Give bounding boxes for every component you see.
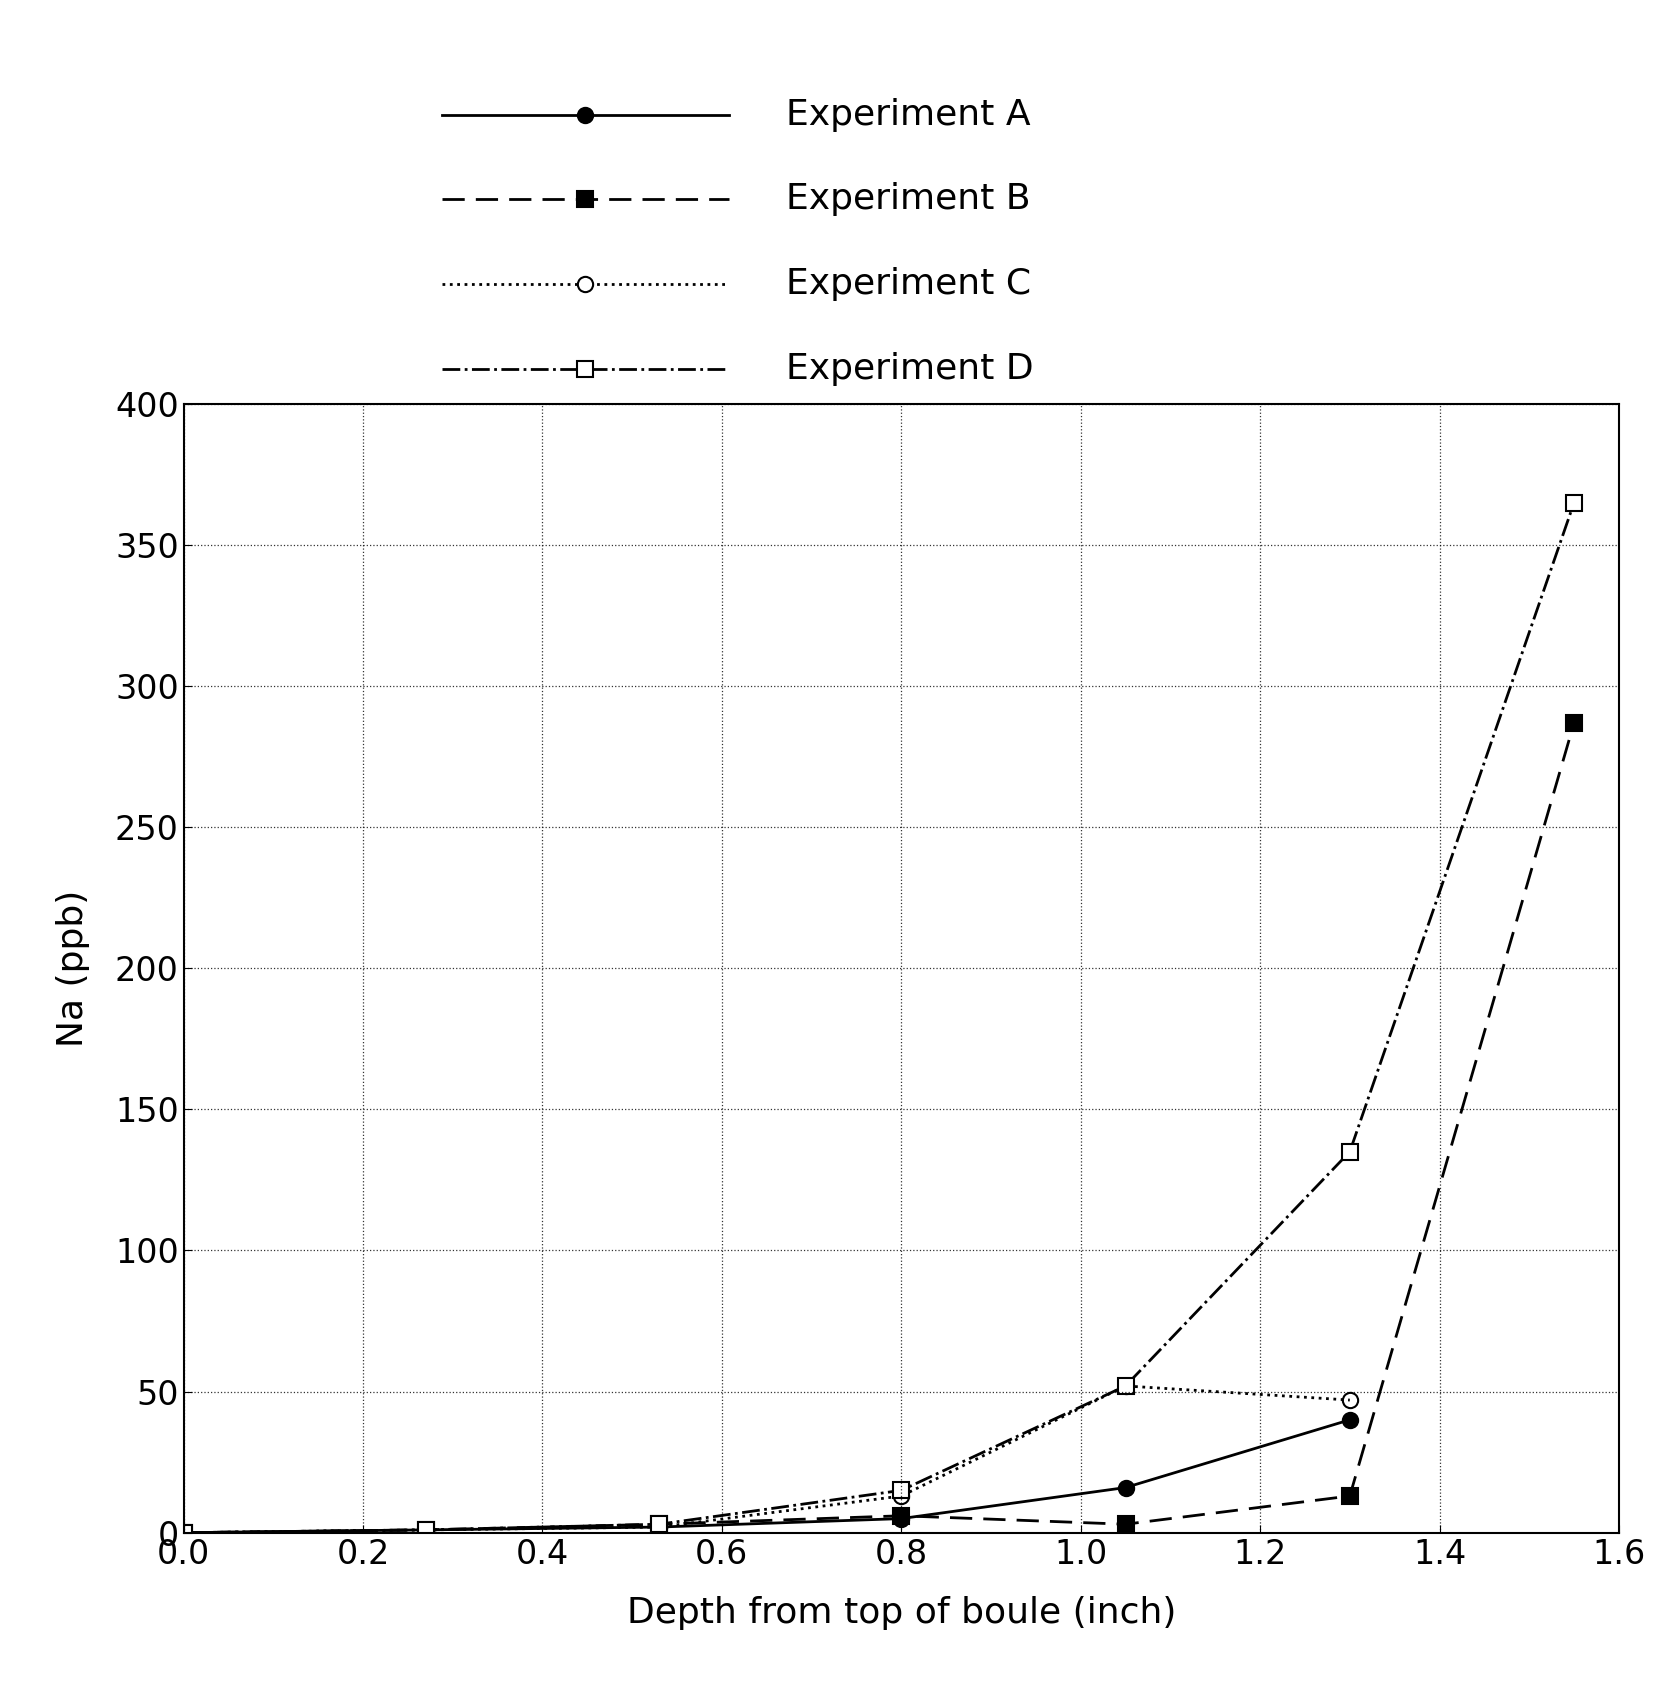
Text: Experiment A: Experiment A <box>786 97 1031 131</box>
Text: Experiment B: Experiment B <box>786 182 1031 216</box>
Text: Experiment C: Experiment C <box>786 267 1031 301</box>
Y-axis label: Na (ppb): Na (ppb) <box>55 889 90 1047</box>
X-axis label: Depth from top of boule (inch): Depth from top of boule (inch) <box>626 1596 1177 1630</box>
Text: Experiment D: Experiment D <box>786 351 1035 385</box>
